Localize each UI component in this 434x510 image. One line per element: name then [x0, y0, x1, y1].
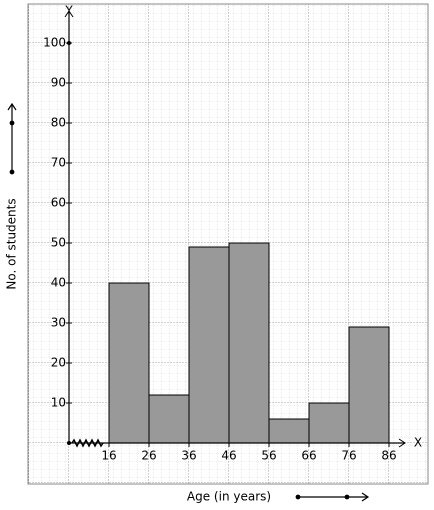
bar — [188, 246, 230, 444]
x-axis-name: X — [414, 436, 422, 450]
bar — [348, 326, 390, 444]
x-tick-label: 36 — [181, 449, 196, 463]
axis-break — [71, 438, 104, 448]
decor-arrows — [7, 102, 370, 502]
x-tick-label: 66 — [301, 449, 316, 463]
y-tick-label: 80 — [51, 116, 66, 130]
x-tick-label: 16 — [101, 449, 116, 463]
x-tick-label: 56 — [261, 449, 276, 463]
y-tick-label: 40 — [51, 276, 66, 290]
bar — [308, 402, 350, 444]
bar — [228, 242, 270, 444]
x-tick-label: 46 — [221, 449, 236, 463]
y-top-dot — [67, 41, 71, 45]
bar — [148, 394, 190, 444]
y-tick-label: 90 — [51, 76, 66, 90]
y-axis-arrow — [64, 10, 74, 18]
x-tick-label: 86 — [381, 449, 396, 463]
y-axis-label: No. of students — [5, 198, 19, 289]
y-tick-label: 60 — [51, 196, 66, 210]
origin-dot — [67, 441, 71, 445]
y-tick-label: 50 — [51, 236, 66, 250]
y-tick-label: 70 — [51, 156, 66, 170]
y-tick-label: 20 — [51, 356, 66, 370]
y-tick-label: 10 — [51, 396, 66, 410]
y-tick-label: 30 — [51, 316, 66, 330]
bar — [108, 282, 150, 444]
x-axis-arrow — [398, 438, 406, 448]
bar — [268, 418, 310, 444]
x-tick-label: 76 — [341, 449, 356, 463]
x-axis-label: Age (in years) — [187, 490, 271, 504]
y-tick-label: 100 — [43, 36, 66, 50]
x-tick-label: 26 — [141, 449, 156, 463]
